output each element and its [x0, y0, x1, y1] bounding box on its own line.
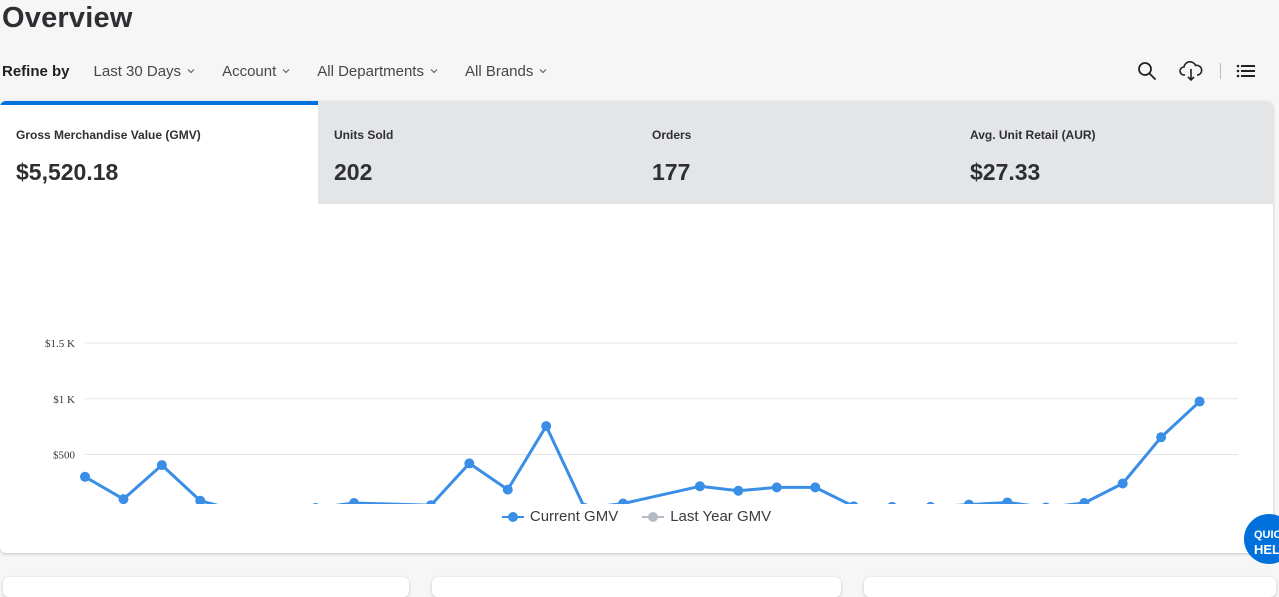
y-tick-label: $1 K: [53, 394, 75, 406]
filter-date-range-label: Last 30 Days: [93, 62, 182, 80]
search-button[interactable]: [1134, 58, 1160, 84]
data-point-current-gmv: [80, 471, 90, 482]
filter-date-range[interactable]: Last 30 Days: [94, 63, 197, 80]
data-point-current-gmv: [1079, 498, 1090, 504]
chevron-down-icon: [430, 69, 438, 74]
metric-tab-orders[interactable]: Orders 177: [636, 101, 954, 204]
bottom-card: [432, 577, 841, 597]
quick-help-label: HEL: [1254, 542, 1279, 557]
data-point-current-gmv: [849, 501, 859, 504]
data-point-current-gmv: [694, 481, 705, 492]
data-point-current-gmv: [888, 501, 897, 504]
data-point-current-gmv: [195, 495, 206, 504]
legend-label: Last Year GMV: [670, 508, 772, 525]
legend-swatch-last-year: [642, 511, 665, 522]
data-point-current-gmv: [771, 482, 782, 493]
chart-legend: Current GMV Last Year GMV: [0, 508, 1273, 525]
quick-help-label: QUIC: [1254, 529, 1279, 541]
data-point-current-gmv: [581, 503, 588, 504]
data-point-current-gmv: [426, 500, 436, 504]
data-point-current-gmv: [733, 485, 744, 496]
filter-account[interactable]: Account: [222, 63, 291, 80]
quick-help-button[interactable]: QUIC HEL: [1244, 514, 1279, 564]
y-tick-label: $1.5 K: [45, 338, 75, 350]
metric-value: $5,520.18: [16, 159, 119, 185]
data-point-current-gmv: [1156, 432, 1167, 443]
metric-tab-aur[interactable]: Avg. Unit Retail (AUR) $27.33: [954, 101, 1273, 204]
cloud-download-icon: [1179, 61, 1203, 82]
metric-value: $27.33: [970, 159, 1041, 185]
download-button[interactable]: [1178, 58, 1204, 84]
metric-tab-gmv[interactable]: Gross Merchandise Value (GMV) $5,520.18: [0, 101, 318, 204]
filter-departments-label: All Departments: [317, 62, 424, 80]
data-point-current-gmv: [312, 503, 319, 504]
data-point-current-gmv: [926, 501, 935, 504]
data-point-current-gmv: [502, 484, 513, 495]
list-menu-icon: [1236, 64, 1255, 78]
filter-account-label: Account: [222, 62, 277, 80]
legend-item-last-year-gmv[interactable]: Last Year GMV: [642, 508, 771, 525]
metric-value: 177: [652, 159, 691, 185]
data-point-current-gmv: [1194, 396, 1205, 407]
metric-label: Avg. Unit Retail (AUR): [970, 128, 1096, 142]
menu-button[interactable]: [1233, 58, 1259, 84]
page-title: Overview: [2, 2, 133, 34]
data-point-current-gmv: [349, 498, 360, 504]
data-point-current-gmv: [464, 458, 475, 469]
metric-label: Units Sold: [334, 128, 394, 142]
chevron-down-icon: [282, 69, 290, 74]
legend-swatch-current: [501, 511, 524, 522]
filter-bar: Refine by Last 30 Days Account All Depar…: [2, 58, 574, 84]
data-point-current-gmv: [1002, 497, 1013, 504]
filter-departments[interactable]: All Departments: [317, 63, 439, 80]
metric-label: Orders: [652, 128, 692, 142]
filter-brands-label: All Brands: [464, 62, 534, 80]
data-point-current-gmv: [118, 494, 129, 504]
filter-brands[interactable]: All Brands: [465, 63, 548, 80]
chevron-down-icon: [187, 69, 195, 74]
data-point-current-gmv: [618, 498, 629, 504]
bottom-card: [3, 577, 409, 597]
data-point-current-gmv: [1042, 502, 1050, 504]
legend-item-current-gmv[interactable]: Current GMV: [501, 508, 619, 525]
data-point-current-gmv: [1117, 478, 1128, 489]
data-point-current-gmv: [541, 421, 552, 432]
data-point-current-gmv: [156, 460, 167, 471]
data-point-current-gmv: [810, 482, 821, 493]
data-point-current-gmv: [964, 499, 974, 504]
refine-label: Refine by: [2, 62, 70, 80]
metric-tabs: Gross Merchandise Value (GMV) $5,520.18 …: [0, 101, 1273, 204]
chevron-down-icon: [539, 69, 547, 74]
series-line-current-gmv: [84, 400, 1201, 504]
search-icon: [1138, 62, 1156, 80]
legend-label: Current GMV: [529, 508, 619, 525]
metric-tab-units-sold[interactable]: Units Sold 202: [318, 101, 636, 204]
toolbar: [1134, 58, 1259, 84]
y-tick-label: $500: [53, 450, 76, 462]
bottom-card: [864, 577, 1276, 597]
gmv-line-chart: $1.5 K$1 K$500$0$-50009/1409/1609/1809/2…: [45, 338, 1238, 504]
metric-value: 202: [334, 159, 373, 185]
metric-label: Gross Merchandise Value (GMV): [16, 128, 201, 142]
toolbar-divider: [1220, 63, 1221, 79]
overview-card: Gross Merchandise Value (GMV) $5,520.18 …: [0, 101, 1273, 553]
